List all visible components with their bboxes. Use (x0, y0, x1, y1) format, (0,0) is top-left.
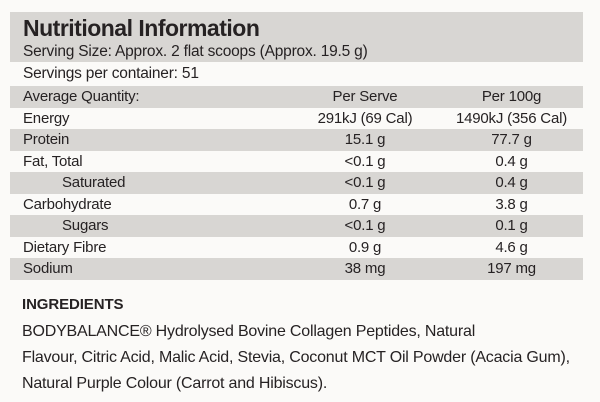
nutrition-table: Average Quantity: Per Serve Per 100g Ene… (10, 86, 583, 280)
table-row: Protein 15.1 g 77.7 g (10, 129, 583, 151)
nutrient-name: Saturated (62, 174, 126, 192)
table-row: Energy 291kJ (69 Cal) 1490kJ (356 Cal) (10, 108, 583, 130)
nutrient-per-100g-value: 0.1 g (495, 217, 528, 235)
ingredients-line: Flavour, Citric Acid, Malic Acid, Stevia… (22, 349, 570, 366)
serving-size-text: Serving Size: Approx. 2 flat scoops (App… (23, 43, 368, 60)
nutrient-per-100g-value: 77.7 g (491, 131, 532, 149)
header-block: Nutritional Information Serving Size: Ap… (10, 12, 583, 62)
table-header-row: Average Quantity: Per Serve Per 100g (10, 86, 583, 108)
nutrient-per-100g-value: 197 mg (487, 260, 536, 278)
nutrient-per-serve-value: 15.1 g (344, 131, 386, 149)
nutrient-name: Protein (23, 131, 70, 149)
ingredients-line: Natural Purple Colour (Carrot and Hibisc… (22, 375, 328, 392)
ingredients-heading: INGREDIENTS (22, 296, 124, 313)
nutrient-name: Fat, Total (23, 152, 83, 170)
nutrient-name: Energy (23, 109, 70, 127)
column-header-per-serve: Per Serve (332, 88, 398, 106)
table-row: Fat, Total <0.1 g 0.4 g (10, 151, 583, 173)
nutrient-per-100g-value: 3.8 g (495, 195, 528, 213)
table-row: Sodium 38 mg 197 mg (10, 258, 583, 280)
nutrient-per-100g-value: 0.4 g (495, 152, 528, 170)
table-row: Dietary Fibre 0.9 g 4.6 g (10, 237, 583, 259)
nutrient-name: Sodium (23, 260, 73, 278)
page-title: Nutritional Information (23, 15, 260, 41)
ingredients-section: INGREDIENTS BODYBALANCE® Hydrolysed Bovi… (22, 296, 582, 397)
nutrient-per-serve-value: 291kJ (69 Cal) (317, 109, 413, 127)
nutrient-name: Dietary Fibre (23, 238, 107, 256)
nutrient-per-100g-value: 0.4 g (495, 174, 528, 192)
nutrient-per-100g-value: 4.6 g (495, 238, 528, 256)
nutrient-per-serve-value: 0.9 g (348, 238, 382, 256)
nutrient-per-serve-value: <0.1 g (344, 152, 386, 170)
ingredients-line: BODYBALANCE® Hydrolysed Bovine Collagen … (22, 323, 476, 340)
table-row: Carbohydrate 0.7 g 3.8 g (10, 194, 583, 216)
nutrient-per-100g-value: 1490kJ (356 Cal) (455, 109, 568, 127)
nutrient-name: Carbohydrate (23, 195, 112, 213)
ingredients-text: BODYBALANCE® Hydrolysed Bovine Collagen … (22, 319, 582, 397)
column-header-average-quantity: Average Quantity: (23, 88, 140, 106)
table-row: Saturated <0.1 g 0.4 g (10, 172, 583, 194)
nutrient-per-serve-value: <0.1 g (344, 217, 386, 235)
table-row: Sugars <0.1 g 0.1 g (10, 215, 583, 237)
column-header-per-100g: Per 100g (481, 88, 542, 106)
servings-per-container-text: Servings per container: 51 (23, 65, 199, 82)
nutrient-per-serve-value: <0.1 g (344, 174, 386, 192)
nutrient-per-serve-value: 38 mg (344, 260, 386, 278)
nutrient-per-serve-value: 0.7 g (348, 195, 382, 213)
nutrient-name: Sugars (62, 217, 109, 235)
nutrition-rows: Energy 291kJ (69 Cal) 1490kJ (356 Cal) Prot… (10, 108, 583, 280)
